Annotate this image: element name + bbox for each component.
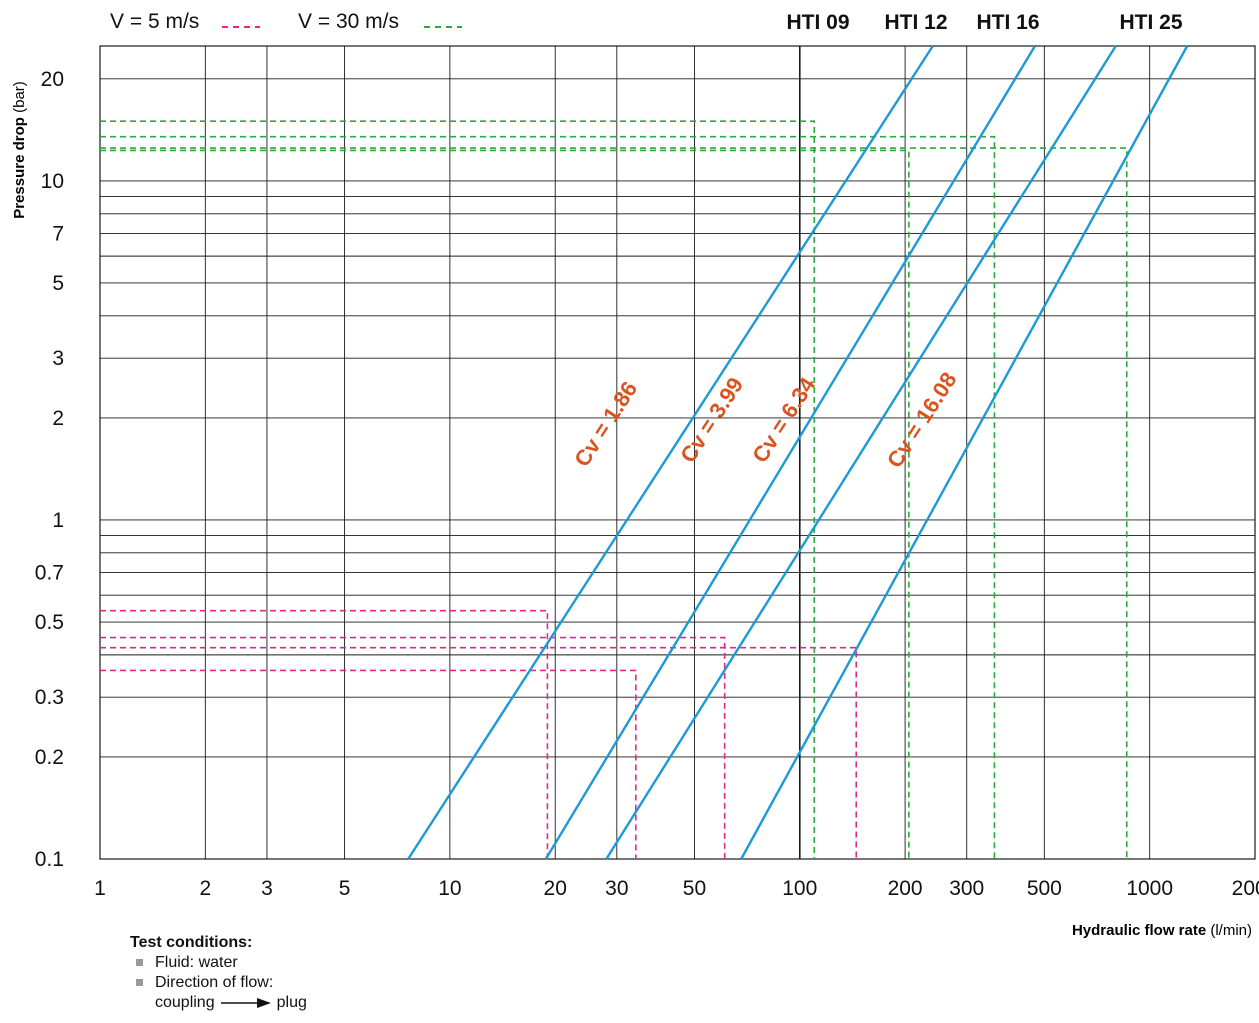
y-tick-label: 1: [52, 509, 64, 532]
velocity-reference-line: [100, 120, 816, 859]
x-tick-label: 2: [199, 877, 211, 900]
velocity-reference-line: [100, 135, 996, 859]
y-axis-label: Pressure drop (bar): [11, 81, 28, 219]
velocity-reference-line: [100, 149, 910, 859]
cv-label: Cv = 1.86: [569, 377, 642, 471]
x-axis-label: Hydraulic flow rate (l/min): [1072, 922, 1252, 939]
x-tick-label: 500: [1027, 877, 1062, 900]
series-name-label: HTI 09: [786, 11, 849, 34]
y-tick-label: 3: [52, 347, 64, 370]
test-condition-item: Fluid: water: [130, 953, 307, 973]
x-tick-label: 300: [949, 877, 984, 900]
flow-from: coupling: [155, 994, 215, 1011]
y-tick-label: 0.5: [35, 611, 64, 634]
x-tick-label: 100: [782, 877, 817, 900]
y-tick-label: 10: [41, 170, 64, 193]
cv-label: Cv = 16.08: [882, 368, 962, 473]
legend-entry-label: V = 30 m/s: [298, 10, 399, 33]
x-tick-label: 10: [438, 877, 461, 900]
bullet-icon: [136, 979, 143, 986]
y-tick-label: 0.1: [35, 848, 64, 871]
velocity-reference-line: [100, 609, 549, 859]
x-tick-label: 2000: [1232, 877, 1259, 900]
velocity-reference-line: [100, 147, 1128, 859]
x-tick-label: 20: [544, 877, 567, 900]
legend: V = 5 m/s V = 30 m/s: [110, 10, 462, 33]
x-tick-label: 5: [339, 877, 351, 900]
x-tick-label: 200: [888, 877, 923, 900]
x-tick-label: 50: [683, 877, 706, 900]
test-conditions-title: Test conditions:: [130, 934, 253, 951]
y-tick-label: 7: [52, 222, 64, 245]
test-condition-fluid: Fluid: water: [155, 954, 238, 971]
test-condition-direction: Direction of flow:: [155, 974, 274, 991]
y-tick-label: 0.2: [35, 746, 64, 769]
bullet-icon: [136, 959, 143, 966]
series-line: [407, 45, 934, 860]
test-conditions: Test conditions: Fluid: water Direction …: [130, 933, 307, 1013]
y-tick-label: 0.7: [35, 561, 64, 584]
series-name-label: HTI 25: [1119, 11, 1182, 34]
y-tick-label: 5: [52, 272, 64, 295]
grid: [99, 45, 1256, 860]
series-line: [740, 45, 1189, 860]
velocity-reference-line: [100, 636, 726, 859]
velocity-reference-lines: [100, 120, 1128, 859]
series-line: [605, 45, 1117, 860]
series-name-label: HTI 12: [884, 11, 947, 34]
x-tick-label: 3: [261, 877, 273, 900]
series-lines: [407, 45, 1189, 860]
y-tick-label: 2: [52, 407, 64, 430]
flow-direction-row: coupling plug: [130, 993, 307, 1013]
test-condition-item: Direction of flow:: [130, 973, 307, 993]
flow-to: plug: [276, 994, 307, 1011]
velocity-reference-line: [100, 646, 858, 859]
velocity-reference-line: [100, 669, 637, 859]
legend-entry-label: V = 5 m/s: [110, 10, 199, 33]
x-tick-label: 1000: [1126, 877, 1173, 900]
x-tick-label: 30: [605, 877, 628, 900]
series-name-label: HTI 16: [976, 11, 1039, 34]
series-line: [544, 45, 1036, 860]
arrow-right-icon: [220, 997, 271, 1008]
y-tick-label: 20: [41, 68, 64, 91]
x-tick-label: 1: [94, 877, 106, 900]
y-tick-label: 0.3: [35, 686, 64, 709]
